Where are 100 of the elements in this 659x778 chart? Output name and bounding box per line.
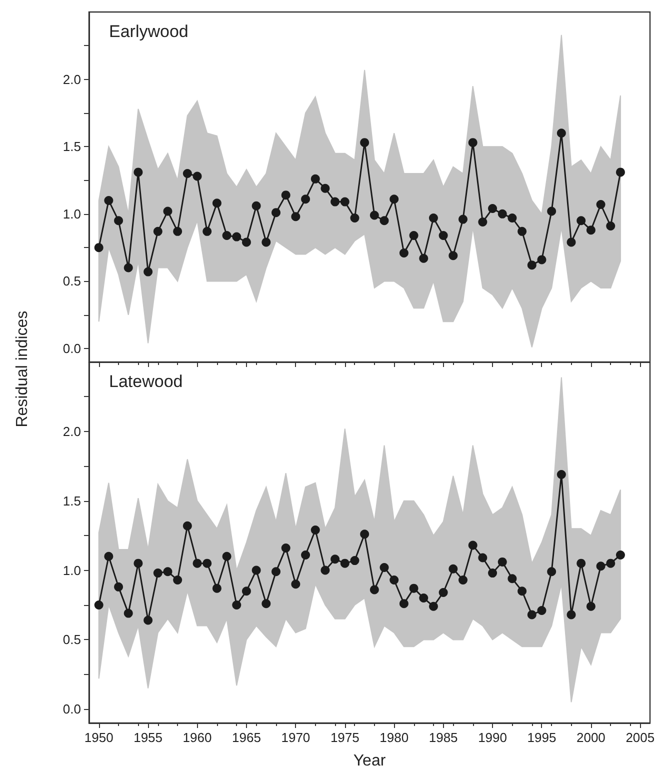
point [163,206,172,216]
point [409,584,418,593]
point [527,610,536,620]
point [272,208,280,218]
point [163,567,172,576]
point [192,558,202,568]
point [527,260,536,270]
point [153,568,162,578]
point [202,558,212,568]
point [498,209,507,218]
point [104,196,114,205]
point [281,544,290,553]
point [438,588,448,597]
point [173,575,182,584]
point [399,599,408,608]
y-tick-label: 2.0 [62,424,81,439]
x-tick-label: 1990 [478,730,507,745]
point [320,184,330,193]
x-tick-label: 1985 [428,730,458,745]
point [547,567,556,576]
point [134,558,143,568]
point [330,197,340,206]
point [458,575,468,584]
point [104,552,114,561]
point [576,558,586,568]
point [301,194,310,204]
point [153,226,162,236]
point [212,584,222,593]
point [448,564,458,574]
point [488,204,498,214]
y-tick-label: 1.0 [62,562,81,578]
point [586,226,596,235]
point [252,566,261,575]
point [310,174,320,184]
point [340,197,350,206]
point [124,608,133,618]
point [262,599,271,608]
point [458,214,468,224]
text: Earlywood [109,22,188,41]
point [616,168,625,177]
point [272,567,280,576]
point [291,212,300,222]
point [320,566,330,575]
point [468,138,478,148]
point [291,580,300,589]
point [606,222,616,231]
point [94,600,104,610]
point [596,562,606,571]
point [360,138,370,148]
point [438,230,448,240]
point [478,553,488,562]
point [399,248,408,258]
x-tick-label: 1975 [330,730,360,745]
point [134,168,143,177]
y-tick-label: 0.5 [62,274,81,289]
x-tick-label: 1970 [281,730,310,745]
point [350,556,360,566]
point [222,552,232,561]
point [94,243,104,252]
point [448,251,458,260]
point [498,557,507,566]
y-tick-label: 1.0 [62,206,81,222]
point [350,213,360,222]
point [428,213,438,222]
point [340,558,350,568]
point [114,582,124,592]
point [370,210,379,220]
point [390,575,399,584]
point [586,602,596,611]
point [419,254,428,263]
point [537,606,546,616]
point [182,169,192,178]
point [182,521,192,530]
y-tick-label: 0.5 [62,632,81,648]
point [428,602,438,611]
y-tick-label: 0.0 [62,341,81,356]
point [380,216,389,226]
point [242,586,251,596]
point [222,230,232,240]
x-tick-label: 1965 [232,730,261,745]
y-tick-label: 2.0 [62,72,81,87]
x-tick-label: 2005 [626,730,655,745]
point [192,172,202,181]
x-tick-label: 1980 [380,730,409,745]
point [616,550,625,560]
y-tick-label: 1.5 [62,493,81,508]
point [547,206,556,216]
point [144,616,153,625]
point [232,232,242,242]
point [596,200,606,209]
point [537,255,546,264]
text: Latewood [109,372,183,391]
point [262,238,271,247]
point [310,526,320,534]
point [114,216,124,226]
point [301,550,310,560]
point [518,586,527,596]
point [212,198,222,208]
point [488,568,498,578]
point [508,213,517,222]
